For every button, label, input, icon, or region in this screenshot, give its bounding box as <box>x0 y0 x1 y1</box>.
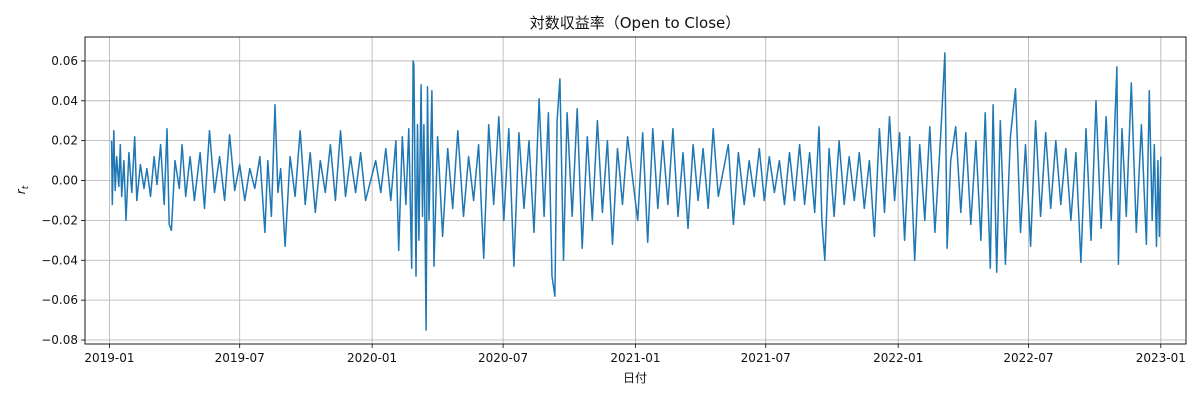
y-tick-label: 0.06 <box>51 54 78 68</box>
y-tick-label: −0.08 <box>41 333 78 347</box>
x-tick-label: 2022-01 <box>873 351 923 365</box>
y-tick-label: 0.02 <box>51 134 78 148</box>
y-tick-label: −0.02 <box>41 213 78 227</box>
y-tick-label: 0.00 <box>51 174 78 188</box>
x-tick-label: 2021-07 <box>741 351 791 365</box>
x-tick-label: 2019-07 <box>215 351 265 365</box>
x-tick-label: 2021-01 <box>610 351 660 365</box>
grid-lines <box>85 37 1186 344</box>
x-tick-label: 2020-01 <box>347 351 397 365</box>
y-axis-label-sub: t <box>21 185 31 189</box>
x-axis-ticks: 2019-01 2019-07 2020-01 2020-07 2021-01 2021-… <box>84 344 1186 365</box>
x-tick-label: 2022-07 <box>1003 351 1053 365</box>
series-group <box>110 52 1162 331</box>
chart-title: 対数収益率（Open to Close） <box>530 14 741 32</box>
y-axis-label: rt <box>14 185 31 194</box>
x-tick-label: 2020-07 <box>478 351 528 365</box>
y-tick-label: −0.04 <box>41 253 78 267</box>
series-line-0 <box>110 52 1162 331</box>
svg-text:rt: rt <box>14 185 31 194</box>
y-tick-label: −0.06 <box>41 293 78 307</box>
x-tick-label: 2019-01 <box>84 351 134 365</box>
x-axis-label: 日付 <box>623 371 647 385</box>
x-tick-label: 2023-01 <box>1136 351 1186 365</box>
y-tick-label: 0.04 <box>51 94 78 108</box>
y-axis-ticks: −0.08 −0.06 −0.04 −0.02 0.00 0.02 0.04 0.06 <box>41 54 85 347</box>
y-axis-label-main: r <box>14 188 28 194</box>
